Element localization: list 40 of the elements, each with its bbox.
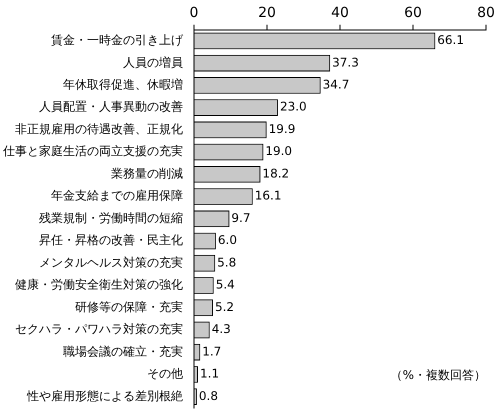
y-tick-label: メンタルヘルス対策の充実 <box>39 255 183 270</box>
annotation: （%・複数回答） <box>390 368 486 382</box>
y-tick-label: その他 <box>147 366 183 381</box>
y-tick-label: 残業規制・労働時間の短縮 <box>39 210 183 225</box>
y-tick-label: 非正規雇用の待遇改善、正規化 <box>15 122 183 136</box>
data-label: 37.3 <box>332 55 359 70</box>
y-tick-label: 仕事と家庭生活の両立支援の充実 <box>2 144 183 158</box>
y-tick-label: 健康・労働安全衛生対策の強化 <box>15 278 183 292</box>
x-tick-label: 40 <box>331 5 349 22</box>
y-tick-label: 賃金・一時金の引き上げ <box>51 33 184 48</box>
data-label: 66.1 <box>437 33 464 48</box>
data-label: 34.7 <box>322 78 350 92</box>
data-label: 18.2 <box>262 166 290 180</box>
data-label: 19.9 <box>268 122 296 136</box>
data-label: 0.8 <box>198 388 218 403</box>
x-tick-label: 80 <box>477 5 495 22</box>
x-tick-label: 60 <box>404 5 422 22</box>
x-tick-label: 20 <box>258 5 276 22</box>
data-label: 23.0 <box>280 100 307 114</box>
data-label: 6.0 <box>218 233 237 248</box>
data-label: 9.7 <box>231 210 250 225</box>
y-tick-label: 昇任・昇格の改善・民主化 <box>39 233 183 248</box>
y-tick-label: 業務量の削減 <box>111 166 183 180</box>
y-tick-label: 人員配置・人事異動の改善 <box>39 100 183 114</box>
y-tick-label: 人員の増員 <box>123 55 183 70</box>
y-tick-label: 年金支給までの雇用保障 <box>51 188 183 203</box>
data-label: 19.0 <box>265 144 292 158</box>
y-tick-label: 性や雇用形態による差別根絶 <box>26 388 183 403</box>
data-label: 5.2 <box>214 300 234 314</box>
data-label: 16.1 <box>254 188 282 203</box>
y-tick-label: 年休取得促進、休暇増 <box>63 78 183 92</box>
data-label: 4.3 <box>212 322 231 336</box>
data-label: 1.7 <box>202 344 222 358</box>
y-tick-label: 研修等の保障・充実 <box>75 300 183 314</box>
data-label: 5.8 <box>217 255 236 270</box>
y-tick-label: セクハラ・パワハラ対策の充実 <box>15 322 183 336</box>
data-label: 5.4 <box>216 278 235 292</box>
x-tick-label: 0 <box>190 5 198 22</box>
y-tick-label: 職場会議の確立・充実 <box>63 344 183 358</box>
data-label: 1.1 <box>200 366 220 381</box>
